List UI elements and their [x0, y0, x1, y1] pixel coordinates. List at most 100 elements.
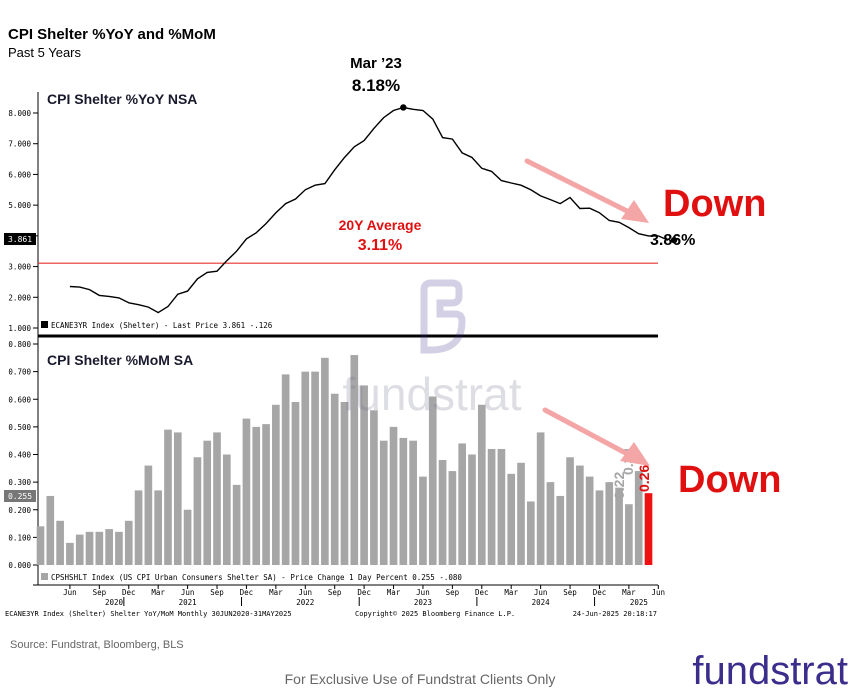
- x-tick-year-label: 2022: [296, 598, 314, 607]
- x-tick-month-label: Jun: [416, 588, 430, 597]
- yoy-series-line: [69, 106, 669, 314]
- x-tick-year-label: 2025: [630, 598, 648, 607]
- x-tick-month-label: Dec: [475, 588, 489, 597]
- mom-bar: [301, 371, 310, 565]
- top-y-tick-label: 6.000: [8, 170, 31, 179]
- top-y-tick-label: 8.000: [8, 109, 31, 118]
- bottom-y-tick-label: 0.500: [8, 423, 31, 432]
- mom-bar: [95, 531, 104, 565]
- mom-bar: [556, 495, 565, 565]
- mom-bar: [487, 448, 496, 565]
- mom-bar: [154, 490, 163, 565]
- mom-bar: [566, 457, 574, 565]
- mom-bar: [409, 440, 417, 565]
- bottom-down-arrow: [542, 407, 650, 466]
- bottom-current-value-badge: [4, 490, 36, 502]
- mom-bar: [242, 418, 251, 565]
- mom-bar: [252, 426, 261, 565]
- mom-bar: [379, 440, 388, 565]
- bar-label-3: 0.26: [636, 465, 652, 492]
- x-tick-month-label: Dec: [240, 588, 254, 597]
- bottom-y-tick-label: 0.800: [8, 340, 31, 349]
- mom-bar: [66, 542, 74, 565]
- mom-bar: [595, 490, 604, 565]
- bottom-legend-swatch: [41, 573, 48, 580]
- mom-bar: [124, 520, 133, 565]
- x-tick-month-label: Jun: [299, 588, 313, 597]
- mom-bar: [389, 426, 398, 565]
- x-axis: Jun Sep Dec Mar Jun Sep Dec Mar Jun Sep Dec Mar Jun S…: [63, 585, 665, 607]
- x-tick-month-label: Dec: [122, 588, 136, 597]
- footer-disclaimer: For Exclusive Use of Fundstrat Clients O…: [285, 671, 556, 687]
- mom-bar: [526, 501, 535, 565]
- mom-bar: [350, 355, 359, 565]
- mom-bar: [399, 437, 408, 565]
- top-panel-title: CPI Shelter %YoY NSA: [47, 91, 197, 107]
- mom-bar: [75, 534, 84, 565]
- x-tick-month-label: Sep: [328, 588, 342, 597]
- bar-label-1: 0.22: [611, 472, 627, 499]
- mom-bar: [448, 471, 457, 565]
- bottom-down-label: Down: [678, 459, 781, 501]
- x-tick-month-label: Sep: [563, 588, 577, 597]
- x-tick-month-label: Mar: [269, 588, 283, 597]
- mom-bar-latest: [644, 493, 653, 565]
- bottom-panel: 0.000 0.100 0.200 0.300 0.400 0.500 0.600 0.700…: [4, 336, 781, 586]
- x-tick-month-label: Mar: [504, 588, 518, 597]
- mom-bar: [115, 531, 123, 565]
- mom-bar: [262, 424, 270, 565]
- bottom-y-tick-label: 0.400: [8, 451, 31, 460]
- mom-bar: [56, 520, 64, 565]
- bottom-y-tick-label: 0.100: [8, 533, 31, 542]
- mom-bar: [46, 495, 55, 565]
- top-y-tick-label: 1.000: [8, 324, 31, 333]
- average-label: 20Y Average: [339, 217, 422, 233]
- mom-bar: [193, 457, 202, 565]
- mom-bar: [507, 473, 516, 565]
- mom-bar: [291, 402, 300, 565]
- mom-bar: [419, 476, 427, 565]
- bottom-y-tick-label: 0.600: [8, 395, 31, 404]
- end-point: [670, 236, 678, 244]
- mom-bar: [311, 371, 319, 565]
- mom-bar: [458, 443, 467, 565]
- mom-bar: [360, 385, 368, 565]
- mom-bar: [438, 460, 447, 565]
- x-tick-month-label: Sep: [446, 588, 460, 597]
- top-y-tick-label: 3.000: [8, 263, 31, 272]
- bottom-y-tick-label: 0.200: [8, 506, 31, 515]
- mom-bar: [134, 490, 143, 565]
- bottom-y-tick-label: 0.700: [8, 368, 31, 377]
- x-tick-month-label: Mar: [151, 588, 165, 597]
- mom-bar: [340, 402, 349, 565]
- mom-bar: [105, 529, 113, 565]
- mom-bar: [85, 531, 94, 565]
- footer-timestamp: 24-Jun-2025 20:18:17: [573, 610, 657, 618]
- x-tick-month-label: Jun: [534, 588, 548, 597]
- mom-bar: [428, 396, 437, 565]
- mom-bar: [272, 404, 280, 565]
- footer-copyright: Copyright© 2025 Bloomberg Finance L.P.: [355, 610, 515, 618]
- x-tick-month-label: Dec: [593, 588, 607, 597]
- peak-point: [400, 104, 407, 111]
- chart-subtitle: Past 5 Years: [8, 45, 81, 60]
- mom-bar: [144, 465, 153, 565]
- x-tick-year-label: 2023: [414, 598, 432, 607]
- mom-bar: [517, 462, 525, 565]
- top-y-tick-label: 5.000: [8, 201, 31, 210]
- x-tick-month-label: Mar: [387, 588, 401, 597]
- mom-bar: [536, 432, 545, 565]
- top-y-tick-label: 7.000: [8, 140, 31, 149]
- mom-bar: [321, 357, 329, 565]
- top-legend-swatch: [41, 321, 48, 328]
- top-current-value-badge: [4, 233, 36, 245]
- mom-bar: [625, 504, 633, 565]
- mom-bar: [36, 526, 45, 565]
- mom-bar: [468, 454, 476, 565]
- top-current-value: 3.861: [8, 235, 32, 244]
- mom-bar: [634, 471, 643, 565]
- mom-bar: [585, 476, 594, 565]
- peak-annotation-value: 8.18%: [352, 76, 400, 95]
- bottom-y-tick-label: 0.300: [8, 478, 31, 487]
- fundstrat-watermark: fundstrat: [343, 279, 522, 420]
